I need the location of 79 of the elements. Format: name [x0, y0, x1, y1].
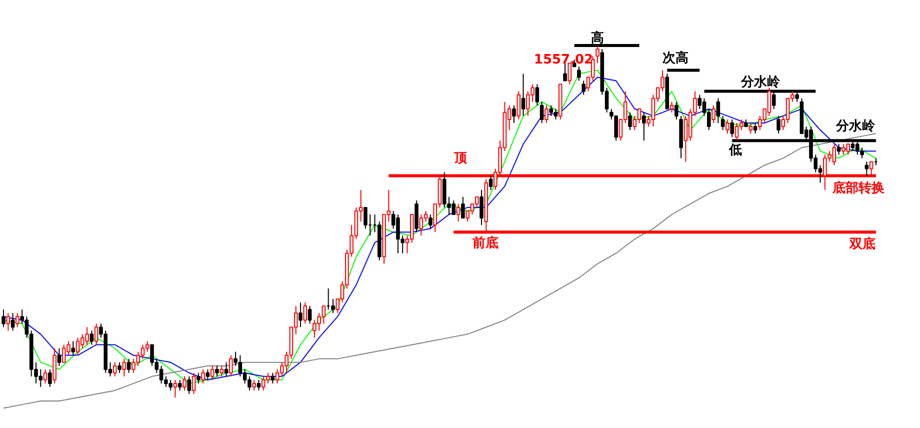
candlestick: [461, 196, 465, 219]
candlestick: [753, 122, 758, 134]
candlestick: [57, 348, 62, 366]
candlestick: [516, 90, 521, 120]
candlestick: [748, 122, 753, 134]
candlestick: [535, 84, 540, 106]
candlestick: [684, 115, 688, 162]
candlestick: [568, 62, 572, 85]
candlestick: [836, 144, 841, 156]
annotation: 分水岭: [740, 75, 781, 90]
candlestick: [577, 66, 581, 82]
candlestick: [182, 376, 186, 391]
annotation: 1557.02: [534, 52, 594, 68]
candlestick: [113, 362, 117, 377]
annotation: 底部转换: [832, 180, 884, 196]
candlestick: [178, 379, 182, 391]
candlestick: [48, 368, 52, 388]
candlestick: [145, 340, 150, 352]
candlestick: [210, 365, 214, 380]
candlestick: [730, 118, 734, 138]
candlestick: [16, 312, 20, 328]
candlestick: [540, 101, 544, 124]
candlestick: [173, 379, 178, 398]
candlestick: [596, 45, 600, 64]
candlestick: [94, 323, 98, 346]
candlestick: [196, 372, 200, 384]
candlestick: [118, 362, 122, 374]
candlestick: [544, 104, 548, 124]
candlestick: [582, 80, 586, 96]
annotation: 前底: [472, 235, 498, 251]
candlestick: [428, 214, 432, 230]
candlestick: [303, 302, 308, 324]
candlestick: [480, 189, 484, 226]
candlestick: [252, 379, 256, 391]
candlestick: [224, 362, 228, 377]
candlestick: [90, 330, 94, 346]
candlestick: [488, 175, 493, 190]
annotation: 低: [728, 143, 742, 158]
candlestick: [192, 372, 196, 395]
annotation: 分水岭: [835, 119, 876, 134]
candlestick: [726, 118, 730, 134]
candlestick: [474, 196, 479, 208]
candlestick: [712, 104, 716, 124]
candlestick: [864, 161, 869, 176]
candlestick: [229, 354, 233, 377]
candlestick: [670, 101, 674, 113]
candlestick: [331, 298, 335, 314]
candlestick: [215, 365, 219, 377]
candlestick: [716, 98, 720, 124]
candlestick: [122, 358, 126, 377]
candlestick: [308, 306, 312, 324]
candlestick: [256, 379, 261, 391]
candlestick: [43, 368, 48, 384]
candlestick: [628, 112, 632, 131]
candlestick: [364, 206, 368, 230]
candlestick: [521, 73, 526, 116]
candlestick: [563, 62, 567, 82]
candlestick: [419, 214, 424, 236]
candlestick: [674, 101, 678, 120]
candlestick: [6, 312, 10, 332]
candlestick: [10, 312, 15, 332]
candlestick: [206, 368, 210, 380]
annotation: 双底: [848, 236, 876, 252]
candlestick: [187, 376, 192, 395]
candlestick: [298, 302, 302, 328]
candlestick: [456, 203, 460, 222]
candlestick: [220, 365, 224, 377]
candlestick: [71, 340, 76, 356]
candlestick: [126, 358, 131, 374]
candlestick: [720, 115, 725, 131]
candlestick: [270, 372, 275, 384]
candlestick: [201, 368, 205, 384]
candlestick: [642, 112, 646, 142]
annotation: 高: [591, 30, 604, 46]
annotation: 次高: [662, 50, 688, 66]
candlestick: [512, 104, 516, 124]
candlestick: [2, 309, 6, 328]
annotation: 顶: [453, 151, 468, 166]
candlestick: [776, 115, 780, 134]
